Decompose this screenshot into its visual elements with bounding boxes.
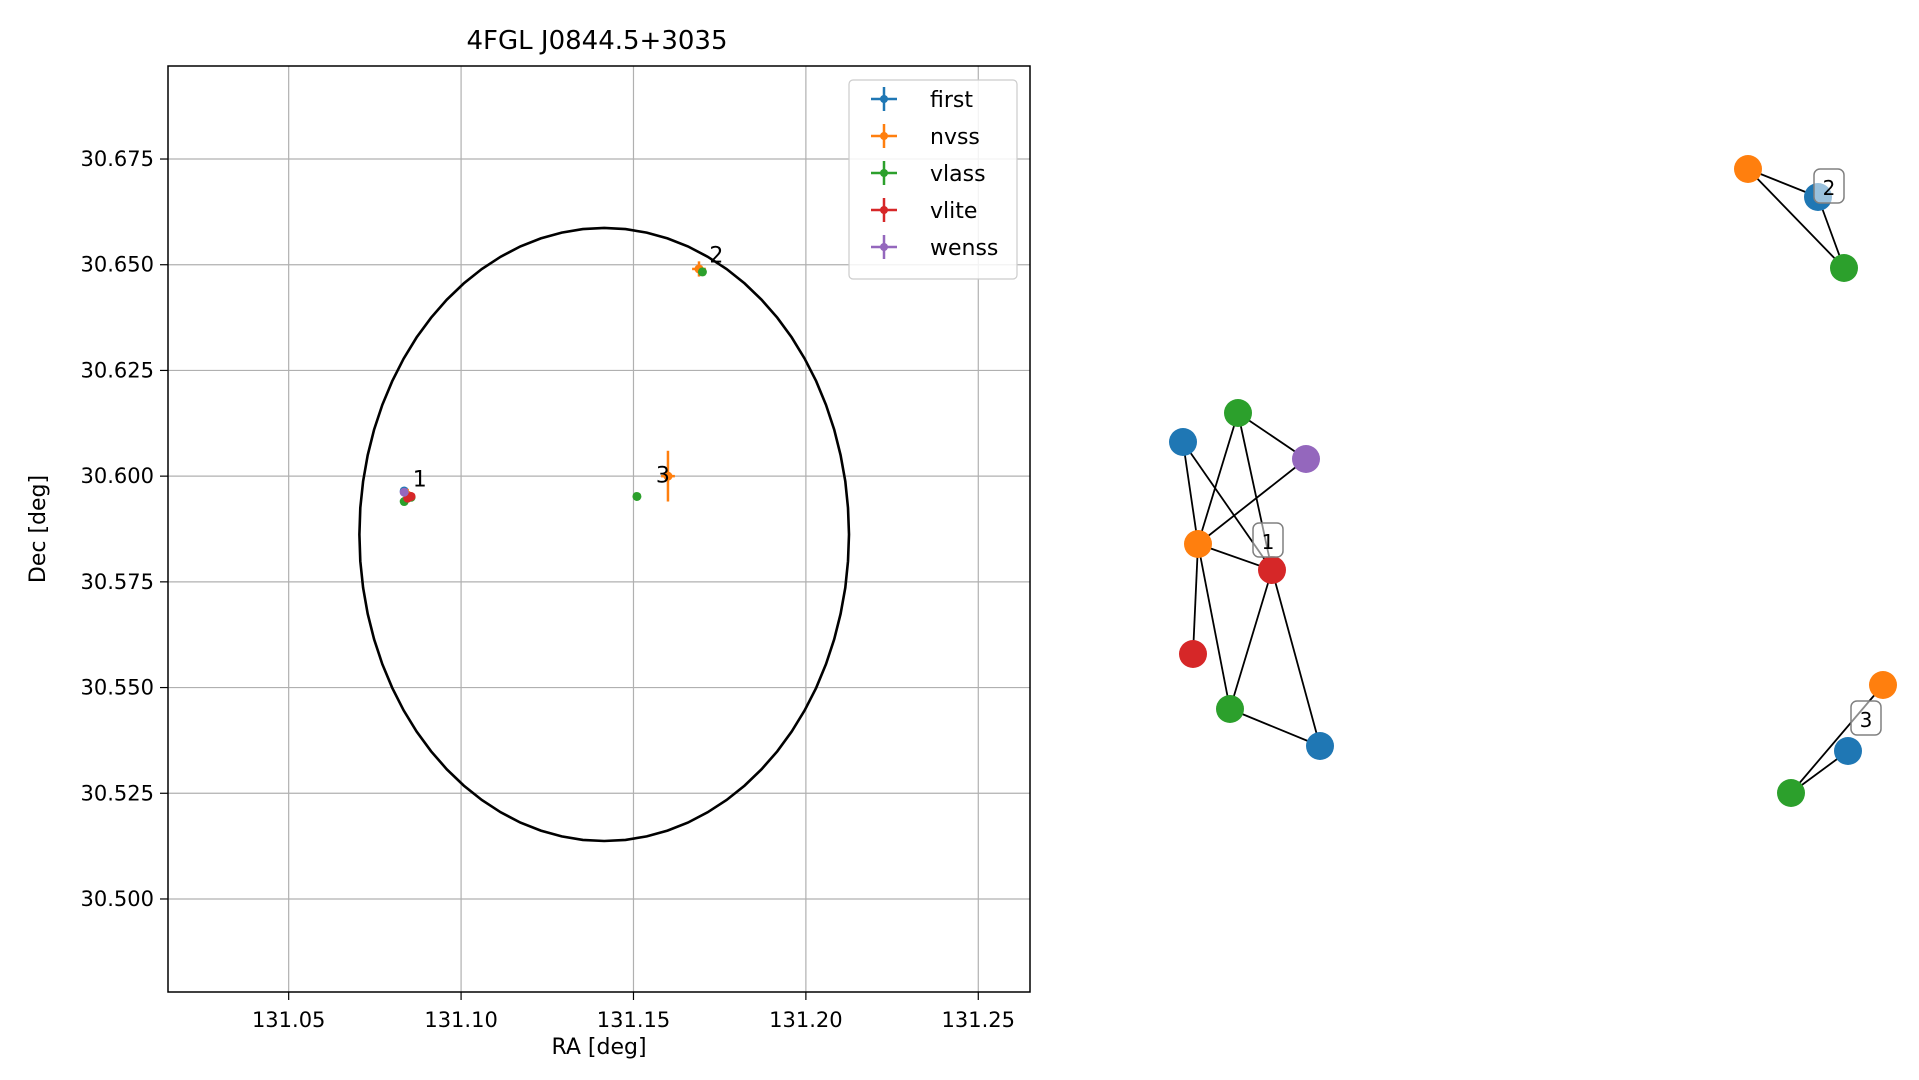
x-axis-ticks: 131.05 131.10 131.15 131.20 131.25 [252, 992, 1015, 1032]
legend-marker-first-dot [880, 95, 888, 103]
network-node [1830, 254, 1858, 282]
network-edge [1192, 543, 1199, 655]
x-tick-label: 131.25 [942, 1008, 1015, 1032]
wenss-point [399, 487, 409, 497]
legend-label-nvss: nvss [930, 125, 980, 150]
cluster-label-box [1813, 168, 1845, 204]
network-node [1734, 155, 1762, 183]
y-tick-label: 30.650 [81, 253, 154, 277]
x-tick-label: 131.20 [769, 1008, 842, 1032]
network-edge [1197, 543, 1231, 710]
network-node [1258, 556, 1286, 584]
network-cluster-labels: 1 2 3 [1252, 168, 1882, 736]
network-node [1292, 445, 1320, 473]
y-tick-label: 30.550 [81, 676, 154, 700]
scatter-panel: 4FGL J0844.5+3035 1 2 3 131.05 131.10 131.15… [26, 26, 1031, 1060]
network-nodes [1169, 155, 1897, 807]
network-node [1169, 428, 1197, 456]
cluster-label-2: 2 [1823, 176, 1836, 200]
network-edge [1271, 569, 1321, 747]
y-tick-label: 30.525 [81, 781, 154, 805]
annotation-1: 1 [413, 468, 427, 493]
network-edge [1747, 168, 1845, 269]
network-node [1179, 640, 1207, 668]
nvss-point [663, 471, 673, 481]
vlass-point [632, 491, 642, 501]
annotations: 1 2 3 [413, 244, 724, 493]
legend-box [848, 79, 1018, 280]
x-axis-label: RA [deg] [551, 1035, 646, 1060]
y-axis-label: Dec [deg] [26, 475, 51, 583]
legend-marker-wenss-dot [880, 243, 888, 251]
localization-ellipse-group [358, 226, 851, 843]
network-edge [1229, 708, 1321, 747]
network-node [1777, 779, 1805, 807]
vlass-point [697, 267, 707, 277]
network-node [1224, 399, 1252, 427]
legend-label-vlite: vlite [930, 199, 977, 224]
network-node [1184, 530, 1212, 558]
network-node [1869, 671, 1897, 699]
legend-label-vlass: vlass [930, 162, 986, 187]
network-edges [1182, 168, 1884, 794]
cluster-label-3: 3 [1860, 708, 1873, 732]
annotation-3: 3 [656, 463, 670, 488]
legend-label-first: first [930, 88, 973, 113]
network-panel: 1 2 3 [1169, 155, 1897, 807]
network-node [1834, 737, 1862, 765]
network-edge [1229, 569, 1273, 710]
plot-frame [167, 65, 1031, 993]
y-tick-label: 30.675 [81, 147, 154, 171]
legend: first nvss vlass vlite wenss [848, 79, 1018, 280]
y-tick-label: 30.600 [81, 464, 154, 488]
x-tick-label: 131.05 [252, 1008, 325, 1032]
network-edge [1197, 412, 1239, 545]
x-tick-label: 131.15 [597, 1008, 670, 1032]
chart-title: 4FGL J0844.5+3035 [467, 26, 728, 56]
y-tick-label: 30.575 [81, 570, 154, 594]
legend-label-wenss: wenss [930, 236, 998, 261]
cluster-label-box [1850, 700, 1882, 736]
network-edge [1182, 441, 1199, 545]
data-points [399, 261, 707, 507]
annotation-2: 2 [709, 244, 723, 269]
network-node [1306, 732, 1334, 760]
x-tick-label: 131.10 [424, 1008, 497, 1032]
y-axis-ticks: 30.500 30.525 30.550 30.575 30.600 30.625 30.6… [81, 147, 168, 911]
legend-marker-vlite-dot [880, 206, 888, 214]
network-node [1216, 695, 1244, 723]
cluster-label-box [1252, 522, 1284, 558]
y-tick-label: 30.500 [81, 887, 154, 911]
localization-ellipse [358, 226, 851, 843]
y-tick-label: 30.625 [81, 358, 154, 382]
cluster-label-1: 1 [1262, 530, 1275, 554]
network-edge [1197, 458, 1307, 545]
legend-marker-vlass-dot [880, 169, 888, 177]
legend-marker-nvss-dot [880, 132, 888, 140]
